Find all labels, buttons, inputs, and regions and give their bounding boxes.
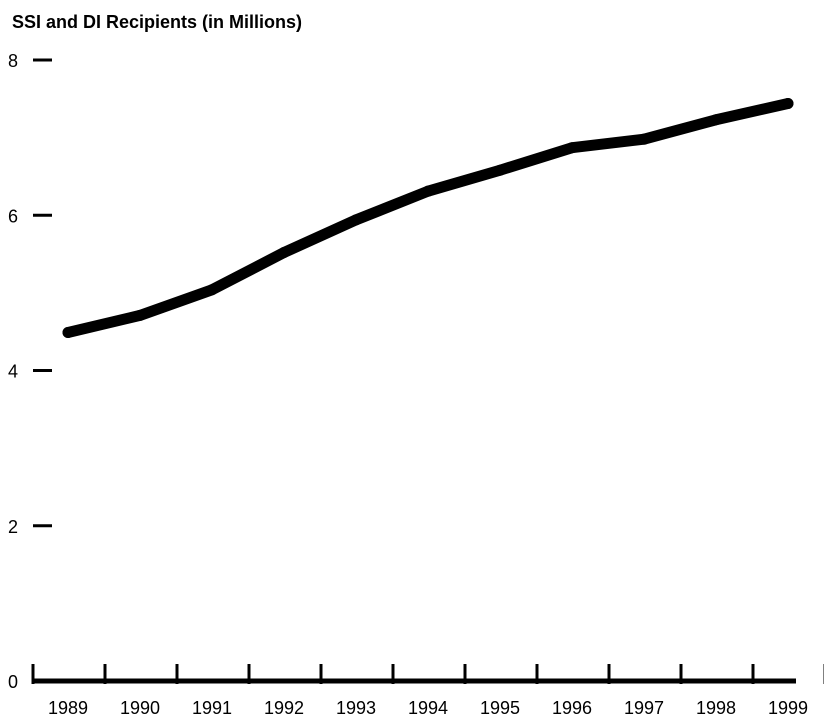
x-tick-label: 1998 xyxy=(696,698,736,718)
y-tick-label: 0 xyxy=(8,672,18,692)
x-tick-label: 1994 xyxy=(408,698,448,718)
data-point xyxy=(350,214,362,226)
y-tick-label: 8 xyxy=(8,51,18,71)
y-tick-label: 6 xyxy=(8,206,18,226)
x-tick-label: 1997 xyxy=(624,698,664,718)
data-point xyxy=(710,114,722,126)
series-line xyxy=(62,97,794,338)
x-axis: 1989 1990 1991 1992 1993 1994 1995 1996 1997 1998… xyxy=(31,664,824,718)
data-point xyxy=(638,133,650,145)
x-tick-label: 1992 xyxy=(264,698,304,718)
x-tick-label: 1993 xyxy=(336,698,376,718)
series-layer xyxy=(62,97,794,338)
y-axis: 0 2 4 6 8 xyxy=(8,51,52,692)
data-point xyxy=(62,326,74,338)
y-tick-label: 4 xyxy=(8,362,18,382)
x-tick-label: 1991 xyxy=(192,698,232,718)
data-point xyxy=(278,247,290,259)
data-point xyxy=(782,97,794,109)
data-point xyxy=(566,142,578,154)
x-tick-label: 1995 xyxy=(480,698,520,718)
x-tick-label: 1990 xyxy=(120,698,160,718)
data-point xyxy=(134,309,146,321)
data-point xyxy=(206,284,218,296)
x-tick-label: 1999 xyxy=(768,698,808,718)
x-tick-label: 1989 xyxy=(48,698,88,718)
data-point xyxy=(494,164,506,176)
chart-title: SSI and DI Recipients (in Millions) xyxy=(12,12,303,32)
data-point xyxy=(422,185,434,197)
y-tick-label: 2 xyxy=(8,517,18,537)
x-tick-label: 1996 xyxy=(552,698,592,718)
